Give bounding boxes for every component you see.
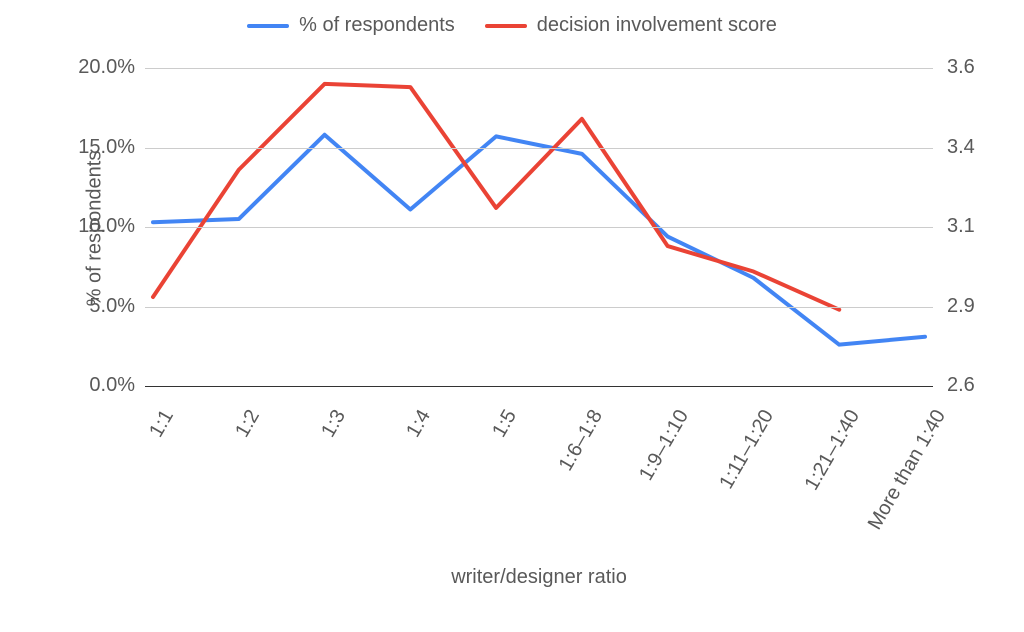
y-right-tick-label: 2.6	[947, 374, 975, 397]
x-axis-baseline	[145, 386, 933, 387]
plot-area	[145, 68, 933, 386]
gridline	[145, 227, 933, 228]
y-left-tick-label: 0.0%	[67, 374, 135, 397]
gridline	[145, 68, 933, 69]
gridline	[145, 307, 933, 308]
y-left-tick-label: 10.0%	[67, 215, 135, 238]
y-right-tick-label: 2.9	[947, 295, 975, 318]
chart-root: % of respondents decision involvement sc…	[0, 0, 1024, 632]
legend-item-respondents: % of respondents	[247, 14, 455, 37]
gridline	[145, 148, 933, 149]
y-left-tick-label: 5.0%	[67, 295, 135, 318]
legend-swatch-score	[485, 24, 527, 28]
y-right-tick-label: 3.6	[947, 56, 975, 79]
legend-item-score: decision involvement score	[485, 14, 777, 37]
legend-swatch-respondents	[247, 24, 289, 28]
legend: % of respondents decision involvement sc…	[0, 14, 1024, 37]
y-left-tick-label: 20.0%	[67, 56, 135, 79]
series-line	[153, 84, 839, 310]
y-right-tick-label: 3.4	[947, 136, 975, 159]
legend-label-respondents: % of respondents	[299, 14, 455, 37]
legend-label-score: decision involvement score	[537, 14, 777, 37]
y-right-tick-label: 3.1	[947, 215, 975, 238]
y-left-tick-label: 15.0%	[67, 136, 135, 159]
